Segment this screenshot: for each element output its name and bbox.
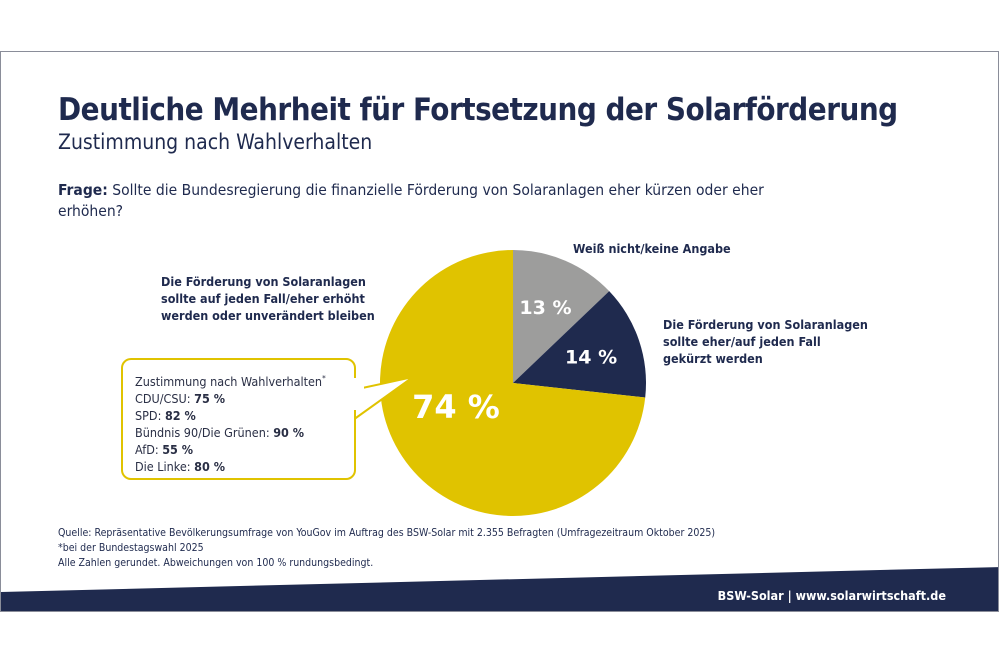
question-label: Frage: xyxy=(58,181,108,199)
party-callout: Zustimmung nach Wahlverhalten* CDU/CSU: … xyxy=(121,358,356,480)
label-increase: Die Förderung von Solaranlagen sollte auf… xyxy=(161,274,375,323)
pie-slice xyxy=(513,291,646,398)
question-text: Sollte die Bundesregierung die finanziel… xyxy=(58,181,764,220)
source-note: Quelle: Repräsentative Bevölkerungsumfra… xyxy=(58,527,716,539)
chart-subtitle: Zustimmung nach Wahlverhalten xyxy=(58,130,373,154)
question: Frage: Sollte die Bundesregierung die fi… xyxy=(58,180,818,222)
footnote: *bei der Bundestagswahl 2025 xyxy=(58,542,204,554)
footer-notes: Quelle: Repräsentative Bevölkerungsumfra… xyxy=(58,526,715,571)
slice-value-label: 14 % xyxy=(565,347,617,369)
callout-row: Die Linke: 80 % xyxy=(135,459,225,475)
callout-row: SPD: 82 % xyxy=(135,408,196,424)
callout-row: CDU/CSU: 75 % xyxy=(135,391,225,407)
pie-chart: 13 % 14 % 74 % xyxy=(380,250,646,516)
chart-frame: Deutliche Mehrheit für Fortsetzung der S… xyxy=(0,51,999,612)
pie-slice xyxy=(380,250,646,516)
pie-slice xyxy=(513,250,610,383)
slice-value-label: 13 % xyxy=(519,297,571,319)
callout-row: AfD: 55 % xyxy=(135,442,194,458)
callout-heading: Zustimmung nach Wahlverhalten* xyxy=(135,374,326,390)
label-unknown: Weiß nicht/keine Angabe xyxy=(573,241,731,256)
footer-band xyxy=(1,567,998,611)
callout-row: Bündnis 90/Die Grünen: 90 % xyxy=(135,425,305,441)
brand-url: BSW-Solar | www.solarwirtschaft.de xyxy=(717,588,946,603)
chart-title: Deutliche Mehrheit für Fortsetzung der S… xyxy=(58,92,898,128)
rounding-note: Alle Zahlen gerundet. Abweichungen von 1… xyxy=(58,557,374,569)
label-cut: Die Förderung von Solaranlagen sollte ehe… xyxy=(663,317,868,366)
callout-pointer-cover xyxy=(350,378,364,410)
slice-value-label: 74 % xyxy=(412,388,500,426)
